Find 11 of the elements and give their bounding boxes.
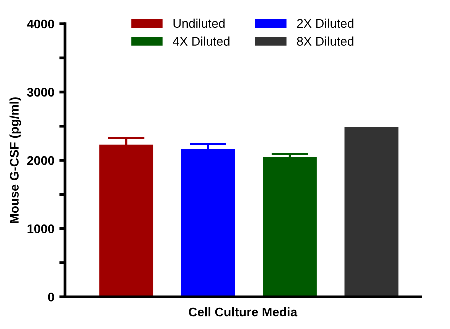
legend-label: 8X Diluted bbox=[297, 36, 354, 46]
y-axis-title: Mouse G-CSF (pg/ml) bbox=[10, 98, 22, 224]
legend-label: 2X Diluted bbox=[297, 18, 354, 28]
legend-label: Undiluted bbox=[174, 18, 225, 28]
y-tick-label: 2000 bbox=[27, 156, 54, 166]
y-tick-label: 4000 bbox=[27, 20, 54, 29]
legend-label: 4X Diluted bbox=[173, 36, 230, 46]
y-tick-label: 3000 bbox=[27, 88, 54, 97]
x-axis-title: Cell Culture Media bbox=[188, 308, 298, 317]
y-tick-label: 0 bbox=[48, 292, 54, 302]
y-tick-label: 1000 bbox=[28, 224, 54, 234]
